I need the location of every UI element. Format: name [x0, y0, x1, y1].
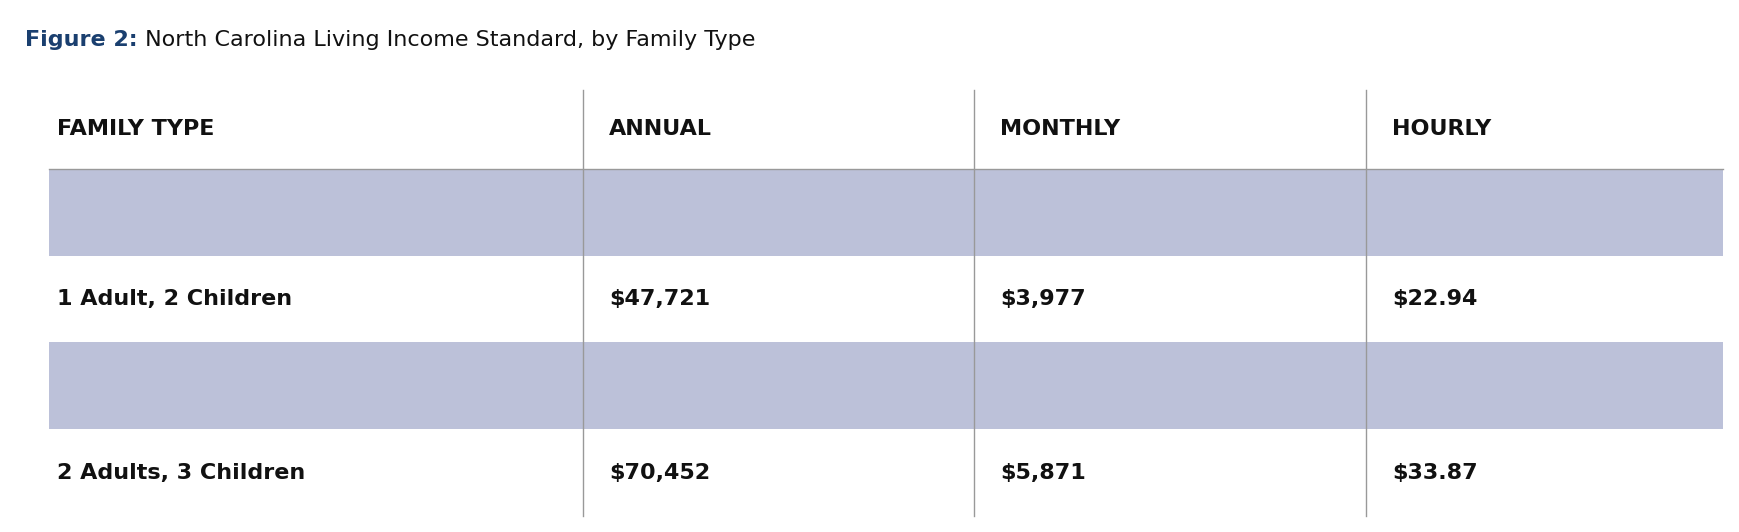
Text: FAMILY TYPE: FAMILY TYPE — [57, 119, 214, 139]
Text: $5,871: $5,871 — [1000, 463, 1085, 483]
Text: North Carolina Living Income Standard, by Family Type: North Carolina Living Income Standard, b… — [137, 30, 755, 50]
Text: 2 Adults, 2 Children: 2 Adults, 2 Children — [57, 376, 306, 396]
Text: $52,946: $52,946 — [609, 376, 710, 396]
Text: $18.50: $18.50 — [1391, 202, 1476, 222]
Text: $70,452: $70,452 — [609, 463, 710, 483]
Text: 2 Adults, 3 Children: 2 Adults, 3 Children — [57, 463, 306, 483]
Text: $3,323: $3,323 — [1000, 202, 1085, 222]
Text: MONTHLY: MONTHLY — [1000, 119, 1120, 139]
Text: $33.87: $33.87 — [1391, 463, 1476, 483]
Text: 1 Adult, 2 Children: 1 Adult, 2 Children — [57, 289, 292, 309]
Text: ANNUAL: ANNUAL — [609, 119, 711, 139]
Text: $34,488: $34,488 — [609, 202, 710, 222]
Text: $3,977: $3,977 — [1000, 289, 1085, 309]
Text: $4,412: $4,412 — [1000, 376, 1085, 396]
Text: Figure 2:: Figure 2: — [24, 30, 137, 50]
Text: $25.45: $25.45 — [1391, 376, 1476, 396]
Text: $47,721: $47,721 — [609, 289, 710, 309]
Text: HOURLY: HOURLY — [1391, 119, 1490, 139]
Text: 1 Adult, 1 Child: 1 Adult, 1 Child — [57, 202, 250, 222]
Text: $22.94: $22.94 — [1391, 289, 1476, 309]
